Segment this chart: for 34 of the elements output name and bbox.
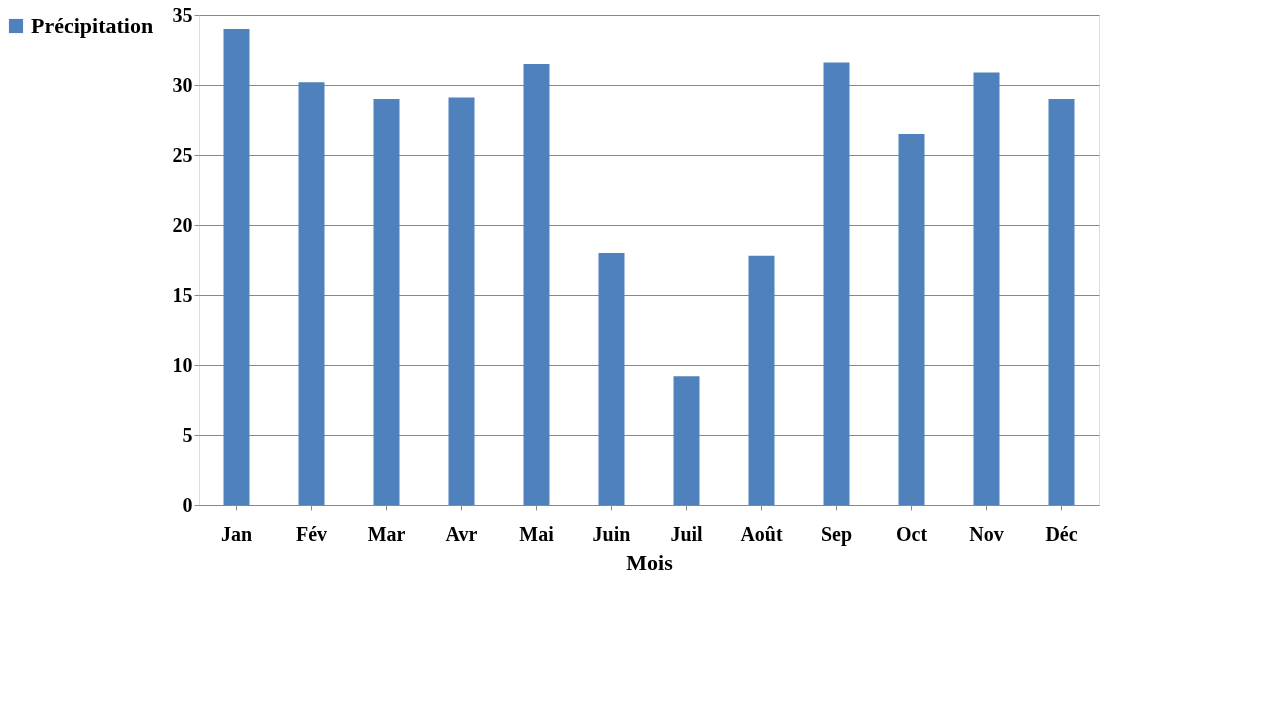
bar bbox=[973, 72, 1000, 505]
bar bbox=[898, 134, 925, 505]
bar bbox=[373, 99, 400, 505]
bar bbox=[673, 376, 700, 505]
x-tick-label: Jan bbox=[220, 522, 253, 545]
x-tick-label: Mar bbox=[367, 522, 406, 545]
y-tick-label: 35 bbox=[172, 3, 193, 26]
y-tick-label: 5 bbox=[182, 423, 193, 446]
y-tick-label: 20 bbox=[172, 213, 193, 236]
x-tick-label: Nov bbox=[969, 522, 1004, 545]
bar bbox=[223, 29, 250, 505]
y-tick-label: 15 bbox=[172, 283, 193, 306]
bar bbox=[823, 62, 850, 505]
y-tick-label: 0 bbox=[182, 493, 193, 516]
bar bbox=[448, 97, 475, 505]
bar bbox=[748, 255, 775, 505]
legend-label: Précipitation bbox=[31, 13, 154, 38]
bar bbox=[298, 82, 325, 505]
x-tick-label: Oct bbox=[895, 522, 928, 545]
x-tick-label: Sep bbox=[820, 522, 853, 546]
x-tick-label: Déc bbox=[1045, 522, 1078, 545]
y-tick-label: 30 bbox=[172, 73, 193, 96]
x-tick-label: Mai bbox=[519, 522, 555, 545]
y-tick-label: 25 bbox=[172, 143, 193, 166]
x-tick-label: Juil bbox=[670, 522, 704, 545]
x-tick-label: Fév bbox=[295, 522, 328, 545]
x-tick-label: Août bbox=[740, 522, 783, 545]
bar bbox=[1048, 99, 1075, 505]
x-tick-label: Avr bbox=[445, 522, 478, 545]
x-axis-title: Mois bbox=[626, 549, 674, 575]
x-tick-label: Juin bbox=[592, 522, 631, 545]
y-tick-label: 10 bbox=[172, 353, 193, 376]
bar bbox=[523, 64, 550, 505]
bar bbox=[598, 253, 625, 505]
